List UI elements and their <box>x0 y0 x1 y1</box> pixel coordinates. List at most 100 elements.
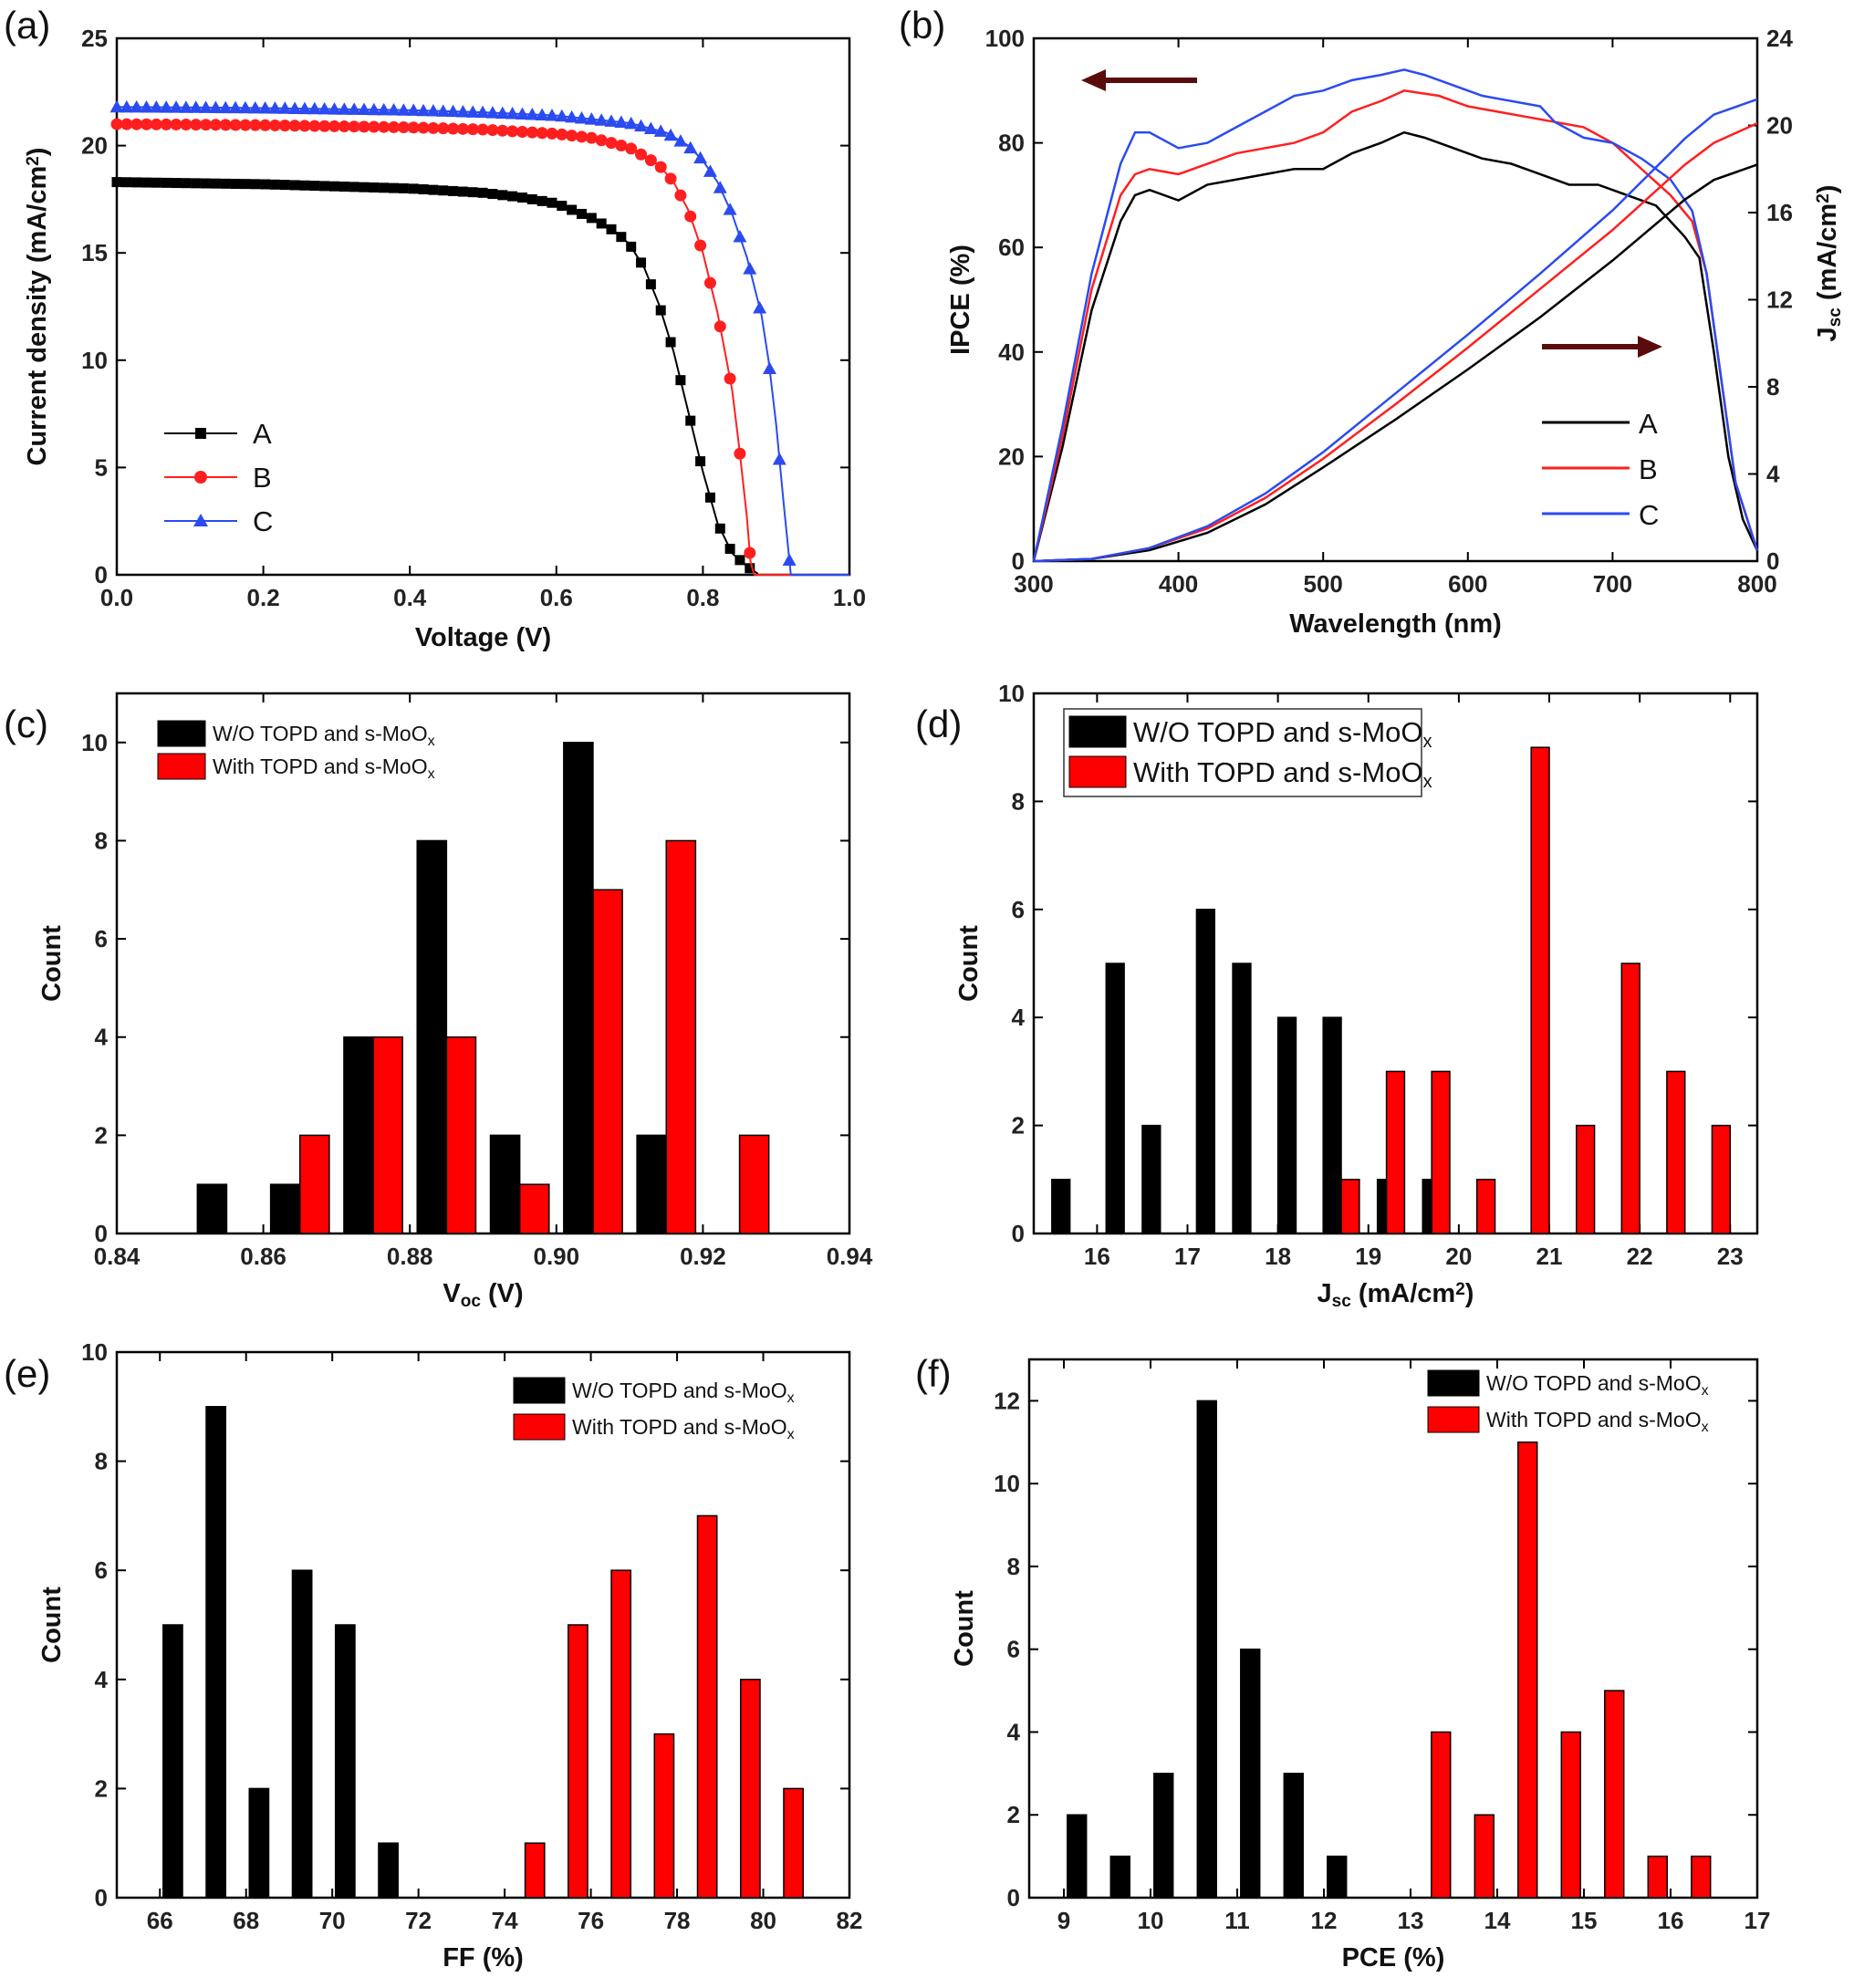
x-axis-title: Voc (V) <box>443 1279 523 1311</box>
ipce-line-C <box>1032 68 1759 562</box>
legend-marker-C <box>193 514 208 526</box>
marker-A <box>616 232 627 243</box>
plot-frame <box>115 692 851 1235</box>
marker-B <box>160 118 172 130</box>
marker-A <box>467 187 478 198</box>
bar <box>1067 1814 1088 1899</box>
marker-C <box>318 101 332 115</box>
marker-A <box>328 181 339 192</box>
marker-C <box>377 102 391 116</box>
marker-C <box>624 116 639 130</box>
y-tick-label: 10 <box>81 1338 108 1366</box>
x-tick-label: 400 <box>1159 570 1198 598</box>
marker-C <box>159 100 173 113</box>
marker-A <box>516 193 527 203</box>
bar <box>1109 1855 1130 1899</box>
marker-C <box>426 104 441 117</box>
marker-C <box>396 103 411 116</box>
marker-C <box>604 114 619 127</box>
marker-B <box>130 118 143 130</box>
bar <box>1517 1442 1538 1899</box>
marker-A <box>121 177 132 188</box>
marker-A <box>547 197 557 208</box>
legend-label-A: A <box>1639 408 1658 440</box>
plot-frame <box>115 1350 851 1900</box>
marker-A <box>319 181 330 192</box>
marker-A <box>349 182 359 193</box>
marker-B <box>200 119 213 131</box>
y-tick-label: 10 <box>998 680 1025 707</box>
x-tick-label: 80 <box>750 1907 776 1934</box>
marker-C <box>772 452 786 465</box>
bar <box>1431 1070 1451 1234</box>
marker-A <box>567 204 578 215</box>
y-tick-label: 4 <box>95 1024 109 1051</box>
marker-B <box>239 119 252 131</box>
marker-C <box>782 553 797 567</box>
y-tick-label: 2 <box>95 1775 108 1802</box>
marker-B <box>456 122 469 135</box>
bar <box>1560 1731 1581 1899</box>
y-tick-label: 10 <box>994 1470 1020 1497</box>
marker-A <box>191 178 202 189</box>
marker-C <box>416 103 431 117</box>
x-tick-label: 17 <box>1174 1243 1201 1270</box>
panel-label-c: (c) <box>4 703 48 745</box>
marker-A <box>714 523 725 534</box>
marker-A <box>586 213 597 224</box>
marker-C <box>733 230 747 243</box>
marker-B <box>348 120 360 133</box>
panel-label-d: (d) <box>915 703 962 745</box>
marker-B <box>338 120 350 133</box>
y-tick-label: 15 <box>81 239 108 266</box>
y-tick-label: 8 <box>1012 787 1025 815</box>
bar <box>1232 963 1252 1234</box>
x-tick-label: 0.90 <box>533 1243 579 1270</box>
marker-C <box>505 107 520 120</box>
y-tick-label: 80 <box>998 130 1025 157</box>
marker-B <box>298 120 311 132</box>
y2-tick-label: 0 <box>1766 547 1779 575</box>
marker-B <box>556 128 568 141</box>
bar <box>653 1733 675 1899</box>
x-tick-label: 15 <box>1571 1907 1598 1934</box>
marker-C <box>565 109 579 123</box>
bar <box>205 1406 227 1899</box>
marker-B <box>536 127 548 140</box>
bar <box>1240 1648 1261 1899</box>
x-tick-label: 600 <box>1448 570 1487 598</box>
bar <box>343 1036 374 1234</box>
y-tick-label: 4 <box>95 1666 109 1693</box>
panel-c-histogram: (c) 0.84 0.86 0.88 0.90 0.92 0.94 0 2 4 6 8 10 Voc (V… <box>4 692 873 1311</box>
x-tick-label: 66 <box>147 1907 173 1934</box>
marker-B <box>288 120 301 132</box>
x-tick-label: 0.92 <box>680 1243 726 1270</box>
bar <box>1327 1855 1348 1899</box>
marker-A <box>269 179 280 190</box>
x-axis-title: FF (%) <box>443 1943 524 1972</box>
x-tick-label: 72 <box>405 1907 432 1934</box>
marker-B <box>635 148 648 161</box>
y-axis-title: Count <box>954 925 984 1002</box>
marker-C <box>169 100 183 113</box>
marker-C <box>455 104 470 118</box>
marker-C <box>189 100 203 113</box>
bar <box>563 742 594 1234</box>
marker-C <box>495 106 510 120</box>
marker-C <box>723 203 737 215</box>
bar <box>1431 1731 1452 1899</box>
marker-C <box>465 105 480 118</box>
panel-label-b: (b) <box>899 4 945 47</box>
bar <box>489 1134 521 1234</box>
marker-C <box>387 103 401 116</box>
marker-A <box>250 179 261 190</box>
marker-C <box>713 181 727 193</box>
x-tick-label: 21 <box>1536 1243 1563 1270</box>
marker-C <box>525 108 539 120</box>
marker-A <box>487 189 498 200</box>
marker-A <box>655 305 666 316</box>
marker-C <box>367 102 381 116</box>
bar <box>416 839 448 1234</box>
bar <box>1276 1016 1297 1234</box>
panel-a-jv-curves: (a) 0.0 0.2 0.4 0.6 0.8 1.0 0 5 10 15 20 25 Voltage (… <box>4 4 866 652</box>
